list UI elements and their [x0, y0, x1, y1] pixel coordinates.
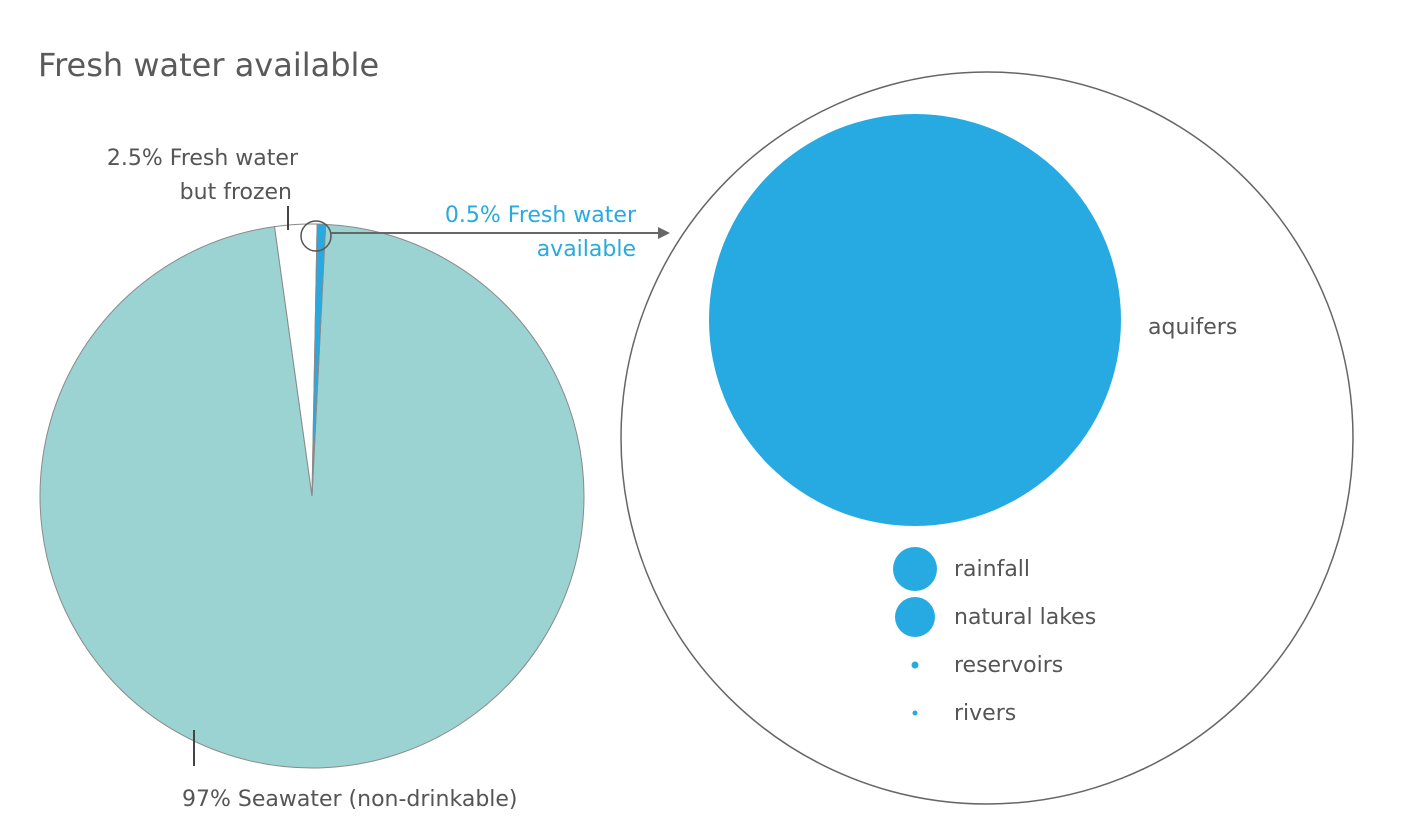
- source-bubble-aquifers: [709, 114, 1121, 526]
- source-bubble-natural-lakes: [895, 597, 935, 637]
- slice-label-frozen-line2: but frozen: [180, 180, 292, 205]
- pie-slice-seawater: [39, 223, 585, 769]
- source-label-aquifers: aquifers: [1148, 315, 1237, 340]
- source-bubble-rainfall: [893, 547, 937, 591]
- slice-label-seawater: 97% Seawater (non-drinkable): [182, 787, 518, 812]
- pie-chart: [39, 223, 585, 769]
- source-label-rivers: rivers: [954, 701, 1016, 726]
- source-label-rainfall: rainfall: [954, 557, 1030, 582]
- source-label-natural-lakes: natural lakes: [954, 605, 1096, 630]
- slice-label-frozen-line1: 2.5% Fresh water: [107, 146, 299, 171]
- source-bubble-rivers: [912, 710, 918, 716]
- zoom-highlight-circle: [300, 220, 332, 252]
- chart-title: Fresh water available: [38, 46, 379, 84]
- slice-label-available-line1: 0.5% Fresh water: [445, 203, 637, 228]
- source-label-reservoirs: reservoirs: [954, 653, 1063, 678]
- slice-label-available-line2: available: [537, 237, 636, 262]
- source-bubble-reservoirs: [911, 661, 919, 669]
